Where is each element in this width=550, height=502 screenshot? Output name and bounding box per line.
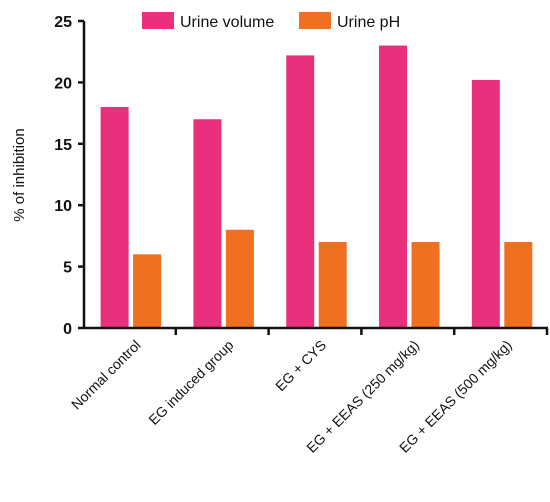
y-tick-label: 15 xyxy=(54,137,72,154)
y-tick-label: 10 xyxy=(54,198,72,215)
bar-urine-volume-2 xyxy=(286,55,315,328)
bar-urine-ph-4 xyxy=(504,242,533,328)
legend-swatch-urine-ph xyxy=(299,12,331,29)
y-tick-label: 5 xyxy=(63,260,72,277)
bar-urine-ph-2 xyxy=(318,242,347,328)
bar-urine-ph-3 xyxy=(411,242,440,328)
bar-urine-volume-1 xyxy=(193,119,222,329)
legend-label-urine-ph: Urine pH xyxy=(337,14,400,31)
y-tick-label: 20 xyxy=(54,75,72,92)
bar-urine-ph-1 xyxy=(225,229,254,328)
legend-swatch-urine-volume xyxy=(142,12,174,29)
x-category-label: EG + CYS xyxy=(272,337,329,394)
bar-urine-volume-3 xyxy=(379,45,408,329)
bar-urine-volume-0 xyxy=(100,106,129,329)
x-category-label: EG induced group xyxy=(145,337,236,428)
legend-label-urine-volume: Urine volume xyxy=(180,14,274,31)
x-category-label: Normal control xyxy=(68,337,144,413)
y-tick-label: 0 xyxy=(63,321,72,338)
y-axis-label: % of inhibition xyxy=(11,128,28,221)
y-tick-label: 25 xyxy=(54,14,72,31)
legend: Urine volume Urine pH xyxy=(142,12,400,31)
x-axis-ticks: Normal control EG induced group EG + CYSEG… xyxy=(68,328,549,456)
bar-urine-ph-0 xyxy=(133,254,162,328)
bar-urine-volume-4 xyxy=(471,79,500,328)
y-axis-ticks: 0 5 10 15 20 25 xyxy=(54,14,84,338)
bars-group xyxy=(100,45,533,329)
